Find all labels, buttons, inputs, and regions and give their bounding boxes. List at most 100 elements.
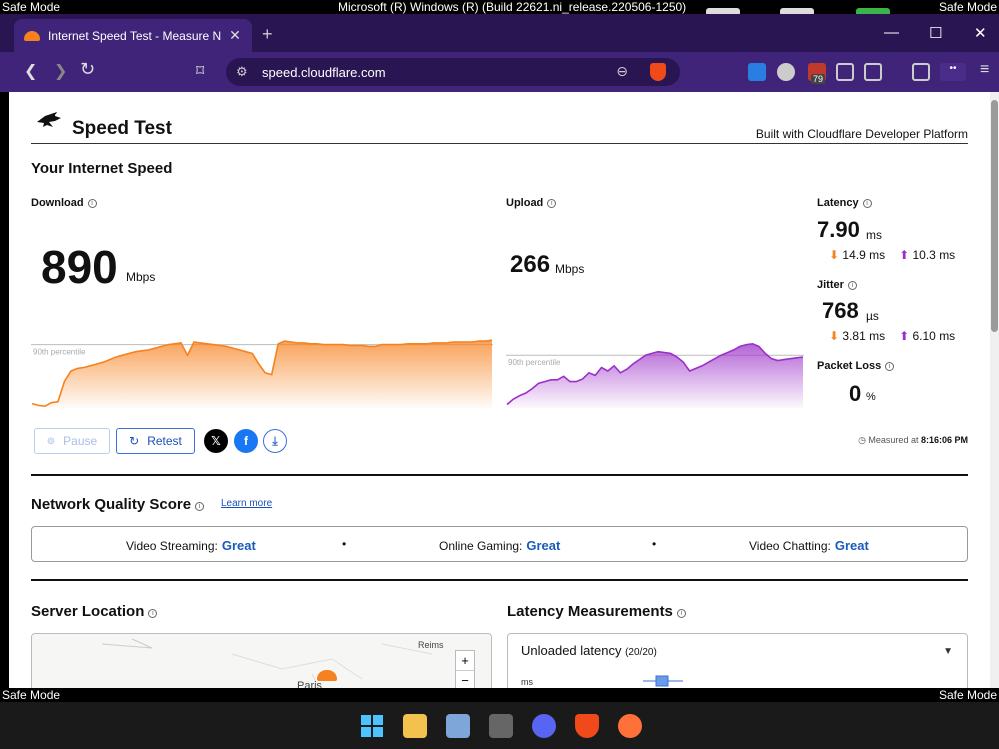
new-tab-button[interactable]: + [262,24,273,44]
zoom-in-button[interactable]: + [461,653,469,668]
pause-icon: ⊚ [46,435,56,447]
cloudflare-marker-icon [317,670,337,681]
download-value: 890 [41,241,118,293]
upload-arrow-icon: ⬆ [899,329,910,343]
jitter-value: 768 [822,298,859,323]
map-zoom-control: + − [455,650,475,688]
city-label-paris: Paris [297,680,323,688]
desktop-icon [706,8,740,16]
separator-dot: • [342,537,347,551]
download-arrow-icon: ⬇ [829,329,840,343]
section-divider [31,474,968,476]
download-arrow-icon: ⬇ [829,248,840,262]
nqs-video-chatting: Video Chatting: Great [749,538,869,553]
back-icon[interactable]: ❮ [24,63,38,80]
browser-toolbar: ❮ ❯ ↻ ⌑ ⚙ speed.cloudflare.com ⊖ 79 •• ≡ [0,52,999,92]
latency-boxplot [643,675,683,687]
scrollbar-thumb[interactable] [991,100,998,332]
latency-unit: ms [866,228,882,242]
upload-chart: 90th percentile [506,342,804,408]
menu-icon[interactable]: ≡ [980,61,990,78]
latency-value: 7.90 [817,217,860,242]
retest-label: Retest [147,434,182,448]
info-icon[interactable]: i [847,281,857,290]
latency-dropdown-label: Unloaded latency (20/20) [521,643,657,658]
zoom-out-button[interactable]: − [456,670,474,688]
minimize-button[interactable]: — [884,24,899,41]
download-percentile-label: 90th percentile [33,348,86,357]
retest-button[interactable]: ↻ Retest [116,428,195,454]
info-icon[interactable]: i [862,199,872,208]
extension-badge: 79 [811,74,826,84]
page-scrollbar[interactable] [990,92,999,688]
os-build-title: Microsoft (R) Windows (R) (Build 22621.n… [338,0,687,14]
reload-icon[interactable]: ↻ [80,59,96,79]
translate-extension-icon[interactable] [748,63,766,81]
jitter-down: 3.81 ms [842,329,886,343]
firefox-icon[interactable] [618,714,642,738]
speed-test-logo-icon [37,112,61,127]
address-bar[interactable]: ⚙ speed.cloudflare.com ⊖ [226,58,680,86]
forward-icon[interactable]: ❯ [54,63,68,80]
info-icon[interactable]: i [148,609,158,618]
info-icon[interactable]: i [547,199,557,208]
latency-axis-unit: ms [521,677,533,687]
jitter-unit: µs [866,309,879,323]
server-location-title: Server Location i [31,603,158,620]
server-map[interactable]: Reims Paris + − [31,633,492,688]
url-text: speed.cloudflare.com [262,64,386,80]
nqs-video-streaming: Video Streaming: Great [126,538,256,553]
latency-breakdown: ⬇ 14.9 ms ⬆ 10.3 ms [829,248,955,262]
file-explorer-icon[interactable] [403,714,427,738]
private-profile-icon[interactable]: •• [940,63,966,81]
calculator-icon[interactable] [489,714,513,738]
site-header: Speed Test Built with Cloudflare Develop… [31,104,968,144]
info-icon[interactable]: i [676,609,686,618]
nqs-box: Video Streaming: Great • Online Gaming: Gr… [31,526,968,562]
desktop-icon [856,8,890,16]
info-icon[interactable]: i [195,502,205,511]
os-top-bar: Safe Mode Microsoft (R) Windows (R) (Bui… [0,0,999,16]
task-manager-icon[interactable] [446,714,470,738]
latency-dropdown[interactable]: Unloaded latency (20/20) ▼ ms [507,633,968,688]
facebook-share-icon[interactable]: f [234,429,258,453]
extensions-puzzle-icon[interactable] [836,63,854,81]
upload-value: 266 [510,251,551,278]
bookmark-icon[interactable]: ⌑ [196,63,205,80]
tab-active[interactable]: Internet Speed Test - Measure N ✕ [14,19,252,52]
speed-section-title: Your Internet Speed [31,160,173,177]
discord-icon[interactable] [532,714,556,738]
section-divider [31,579,968,581]
nqs-title: Network Quality Score i [31,496,205,513]
safe-mode-label: Safe Mode [2,0,61,14]
taskbar [0,702,999,749]
maximize-button[interactable]: ☐ [929,25,943,42]
download-line [31,339,493,408]
sidebar-icon[interactable] [912,63,930,81]
retest-icon: ↻ [129,434,140,448]
brave-shields-icon[interactable] [650,63,666,81]
info-icon[interactable]: i [885,362,895,371]
map-roads [101,638,433,688]
jitter-up: 6.10 ms [912,329,956,343]
reader-icon[interactable] [864,63,882,81]
x-share-icon[interactable]: 𝕏 [204,429,228,453]
info-icon[interactable]: i [87,199,97,208]
safe-mode-label: Safe Mode [938,688,997,702]
chevron-down-icon[interactable]: ▼ [943,646,953,657]
site-info-icon[interactable]: ⚙ [236,64,248,79]
desktop-icon [780,8,814,16]
pause-button[interactable]: ⊚ Pause [34,428,110,454]
download-label: Download i [31,197,97,209]
upload-label: Upload i [506,197,557,209]
zoom-icon[interactable]: ⊖ [616,63,628,79]
extension-icon[interactable] [777,63,795,81]
download-results-icon[interactable]: ⤓ [263,429,287,453]
learn-more-link[interactable]: Learn more [221,498,273,509]
nqs-online-gaming: Online Gaming: Great [439,538,561,553]
brave-browser-icon[interactable] [575,714,599,738]
close-window-button[interactable]: ✕ [974,25,987,42]
windows-start-icon[interactable] [360,714,384,738]
tab-close-icon[interactable]: ✕ [229,27,241,43]
download-unit: Mbps [126,270,156,284]
